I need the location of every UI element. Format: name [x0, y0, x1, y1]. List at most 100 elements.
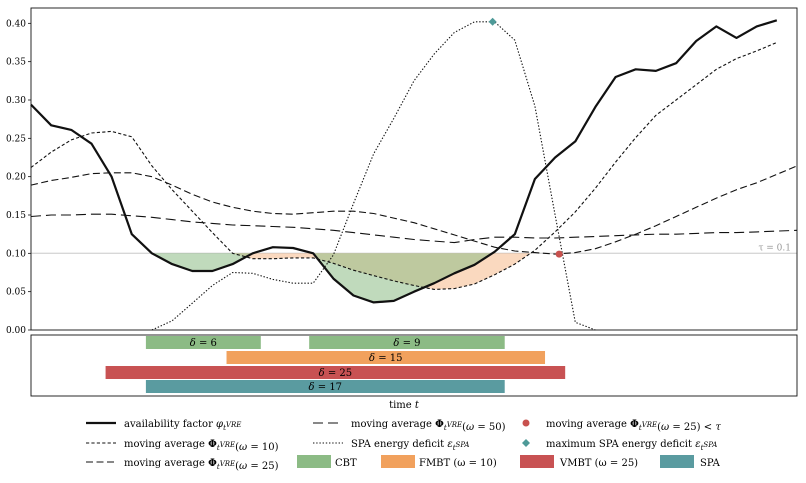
bar-3: [105, 366, 566, 379]
legend-ma50-text-part: ω: [466, 422, 474, 433]
legend-ma10-text-part: moving average: [124, 439, 208, 450]
legend-threshold-marker: [522, 419, 530, 427]
ma10-line: [30, 41, 778, 290]
legend-max-deficit-text-part: SPA: [703, 441, 717, 449]
bar-label-4-part: = 17: [315, 382, 342, 393]
legend-ma10-text-part: t: [217, 444, 220, 452]
y-tick-label: 0.25: [6, 134, 26, 144]
y-tick-label: 0.35: [6, 58, 26, 68]
legend-spa-patch: [660, 455, 694, 468]
legend-ma25-text-part: VRE: [220, 460, 235, 468]
bar-label-3: δ = 25: [319, 368, 353, 379]
y-tick-label: 0.10: [6, 249, 26, 259]
legend-max-deficit-text-part: t: [701, 444, 704, 452]
cbt-shaded-area: [151, 253, 493, 303]
bar-4: [145, 380, 505, 393]
legend-threshold-text-part: <: [701, 422, 716, 433]
legend-cbt-patch: [297, 455, 331, 468]
bar-label-0: δ = 6: [190, 338, 217, 349]
legend-ma25-text-part: (: [235, 461, 239, 472]
legend-ma50-text-part: (: [462, 422, 466, 433]
legend-ma10-text-part: (: [235, 442, 239, 453]
legend-ma50-text-part: VRE: [447, 421, 462, 429]
legend-ma25-text-part: = 25): [247, 461, 278, 472]
ma50-line: [30, 213, 798, 244]
legend-threshold-text-part: τ: [715, 422, 721, 433]
x-axis-label: time t: [389, 400, 420, 411]
legend-ma25-text: moving average ΦtVRE(ω = 25): [124, 458, 279, 472]
bar-0: [145, 336, 261, 349]
legend-ma10-text-part: = 10): [247, 442, 278, 453]
legend-threshold-text-part: Φ: [630, 419, 639, 430]
y-tick-label: 0.20: [6, 173, 26, 183]
legend-ma25-text-part: ω: [239, 461, 247, 472]
y-tick-label: 0.15: [6, 211, 26, 221]
ma25-line: [30, 165, 798, 255]
legend-threshold-text-part: VRE: [642, 421, 657, 429]
y-tick-label: 0.05: [6, 288, 26, 298]
legend-availability-text-part: availability factor: [124, 419, 216, 430]
legend-threshold-text-part: ω: [661, 422, 669, 433]
bar-label-1-part: δ: [393, 338, 399, 349]
legend-vmbt-text: VMBT (ω = 25): [559, 458, 638, 469]
legend-spa-deficit-text-part: SPA: [456, 441, 470, 449]
legend-availability-text-part: VRE: [226, 421, 241, 429]
y-tick-label: 0.00: [6, 326, 26, 336]
bar-label-4: δ = 17: [309, 382, 343, 393]
legend-spa-deficit-text-part: ε: [447, 439, 452, 450]
plot-frame: [30, 7, 798, 331]
legend-spa-deficit-text-part: SPA energy deficit: [351, 439, 447, 450]
legend-max-deficit-text-part: ε: [695, 439, 700, 450]
legend-availability-text: availability factor φtVRE: [124, 419, 241, 432]
legend-ma10-text-part: VRE: [220, 441, 235, 449]
legend-ma50-text: moving average ΦtVRE(ω = 50): [351, 419, 506, 433]
bar-label-0-part: = 6: [196, 338, 217, 349]
bar-label-0-part: δ: [190, 338, 196, 349]
legend-fmbt-patch: [381, 455, 415, 468]
legend-cbt-text: CBT: [335, 458, 357, 469]
legend-availability-text-part: t: [223, 424, 226, 432]
legend-threshold-text-part: = 25): [669, 422, 700, 433]
bar-label-1-part: = 9: [399, 338, 420, 349]
threshold-label: τ = 0.1: [758, 243, 791, 253]
bar-label-3-part: δ: [319, 368, 325, 379]
bar-label-3-part: = 25: [325, 368, 352, 379]
legend-threshold-text-part: moving average: [546, 419, 630, 430]
legend-ma25-text-part: Φ: [208, 458, 217, 469]
legend-max-deficit-text: maximum SPA energy deficit εtSPA: [546, 439, 717, 452]
max-deficit-marker: [488, 17, 497, 26]
legend-ma50-text-part: t: [444, 424, 447, 432]
bar-label-4-part: δ: [309, 382, 315, 393]
legend-vmbt-patch: [520, 455, 554, 468]
legend-ma50-text-part: Φ: [435, 419, 444, 430]
y-tick-label: 0.40: [6, 19, 26, 29]
threshold-cross-marker: [555, 250, 563, 258]
legend-threshold-text-part: (: [657, 422, 661, 433]
legend-ma10-text-part: Φ: [208, 439, 217, 450]
legend-ma25-text-part: moving average: [124, 458, 208, 469]
bar-label-1: δ = 9: [393, 338, 420, 349]
legend-spa-deficit-text-part: t: [453, 444, 456, 452]
availability-line: [30, 19, 778, 304]
legend-ma50-text-part: moving average: [351, 419, 435, 430]
legend-threshold-text-part: t: [639, 424, 642, 432]
x-axis-label-part: t: [415, 400, 420, 411]
bar-1: [309, 336, 505, 349]
legend-spa-deficit-text: SPA energy deficit εtSPA: [351, 439, 469, 452]
legend-ma10-text-part: ω: [239, 442, 247, 453]
legend-ma50-text-part: = 50): [474, 422, 505, 433]
legend-threshold-text: moving average ΦtVRE(ω = 25) < τ: [546, 419, 721, 433]
y-tick-label: 0.30: [6, 96, 26, 106]
legend-max-deficit-text-part: maximum SPA energy deficit: [546, 439, 695, 450]
legend-fmbt-text: FMBT (ω = 10): [419, 458, 497, 469]
legend-ma10-text: moving average ΦtVRE(ω = 10): [124, 439, 279, 453]
legend-availability-text-part: φ: [216, 419, 223, 430]
bar-label-2: δ = 15: [369, 353, 403, 364]
bar-panel-frame: [30, 334, 798, 397]
bar-label-2-part: = 15: [375, 353, 402, 364]
bar-2: [226, 351, 546, 364]
legend-spa-text: SPA: [700, 458, 721, 469]
legend-max-deficit-marker: [522, 439, 530, 447]
legend-ma25-text-part: t: [217, 463, 220, 471]
